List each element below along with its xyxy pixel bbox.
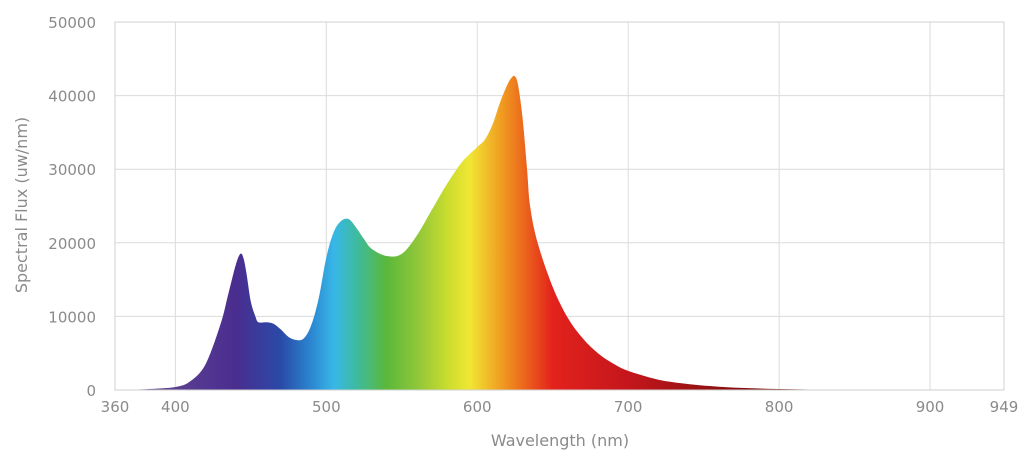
y-tick-label: 40000 [48,88,96,106]
x-tick-label: 949 [990,398,1019,416]
x-tick-label: 600 [463,398,492,416]
y-tick-label: 10000 [48,308,96,326]
y-axis-ticks: 0 10000 20000 30000 40000 50000 [48,14,96,400]
x-tick-label: 900 [916,398,945,416]
x-tick-label: 800 [765,398,794,416]
y-tick-label: 20000 [48,235,96,253]
x-tick-label: 360 [101,398,130,416]
spectrum-area-path [115,75,1004,390]
y-tick-label: 30000 [48,161,96,179]
x-tick-label: 700 [614,398,643,416]
y-tick-label: 50000 [48,14,96,32]
x-tick-label: 400 [161,398,190,416]
x-axis-ticks: 360 400 500 600 700 800 900 949 [101,398,1019,416]
y-tick-label: 0 [86,382,96,400]
x-tick-label: 500 [312,398,341,416]
spectrum-area [115,75,1004,391]
x-axis-title: Wavelength (nm) [491,431,629,450]
y-axis-title: Spectral Flux (uw/nm) [12,117,31,293]
grid [114,21,1005,391]
